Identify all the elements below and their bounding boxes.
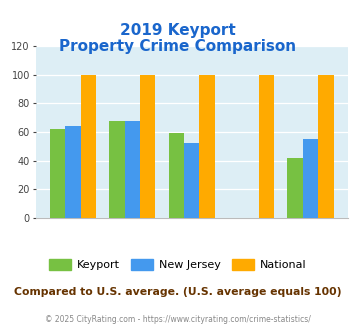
Legend: Keyport, New Jersey, National: Keyport, New Jersey, National <box>44 255 311 275</box>
Text: Compared to U.S. average. (U.S. average equals 100): Compared to U.S. average. (U.S. average … <box>14 287 341 297</box>
Bar <box>50 129 65 218</box>
Bar <box>200 75 215 218</box>
Bar <box>81 75 96 218</box>
Bar <box>184 144 200 218</box>
Bar <box>125 120 140 218</box>
Text: © 2025 CityRating.com - https://www.cityrating.com/crime-statistics/: © 2025 CityRating.com - https://www.city… <box>45 315 310 324</box>
Bar <box>287 158 303 218</box>
Bar <box>303 139 318 218</box>
Bar <box>318 75 334 218</box>
Bar <box>109 120 125 218</box>
Text: 2019 Keyport: 2019 Keyport <box>120 23 235 38</box>
Text: Property Crime Comparison: Property Crime Comparison <box>59 39 296 54</box>
Bar <box>65 126 81 218</box>
Bar <box>169 133 184 218</box>
Bar <box>140 75 155 218</box>
Bar <box>259 75 274 218</box>
